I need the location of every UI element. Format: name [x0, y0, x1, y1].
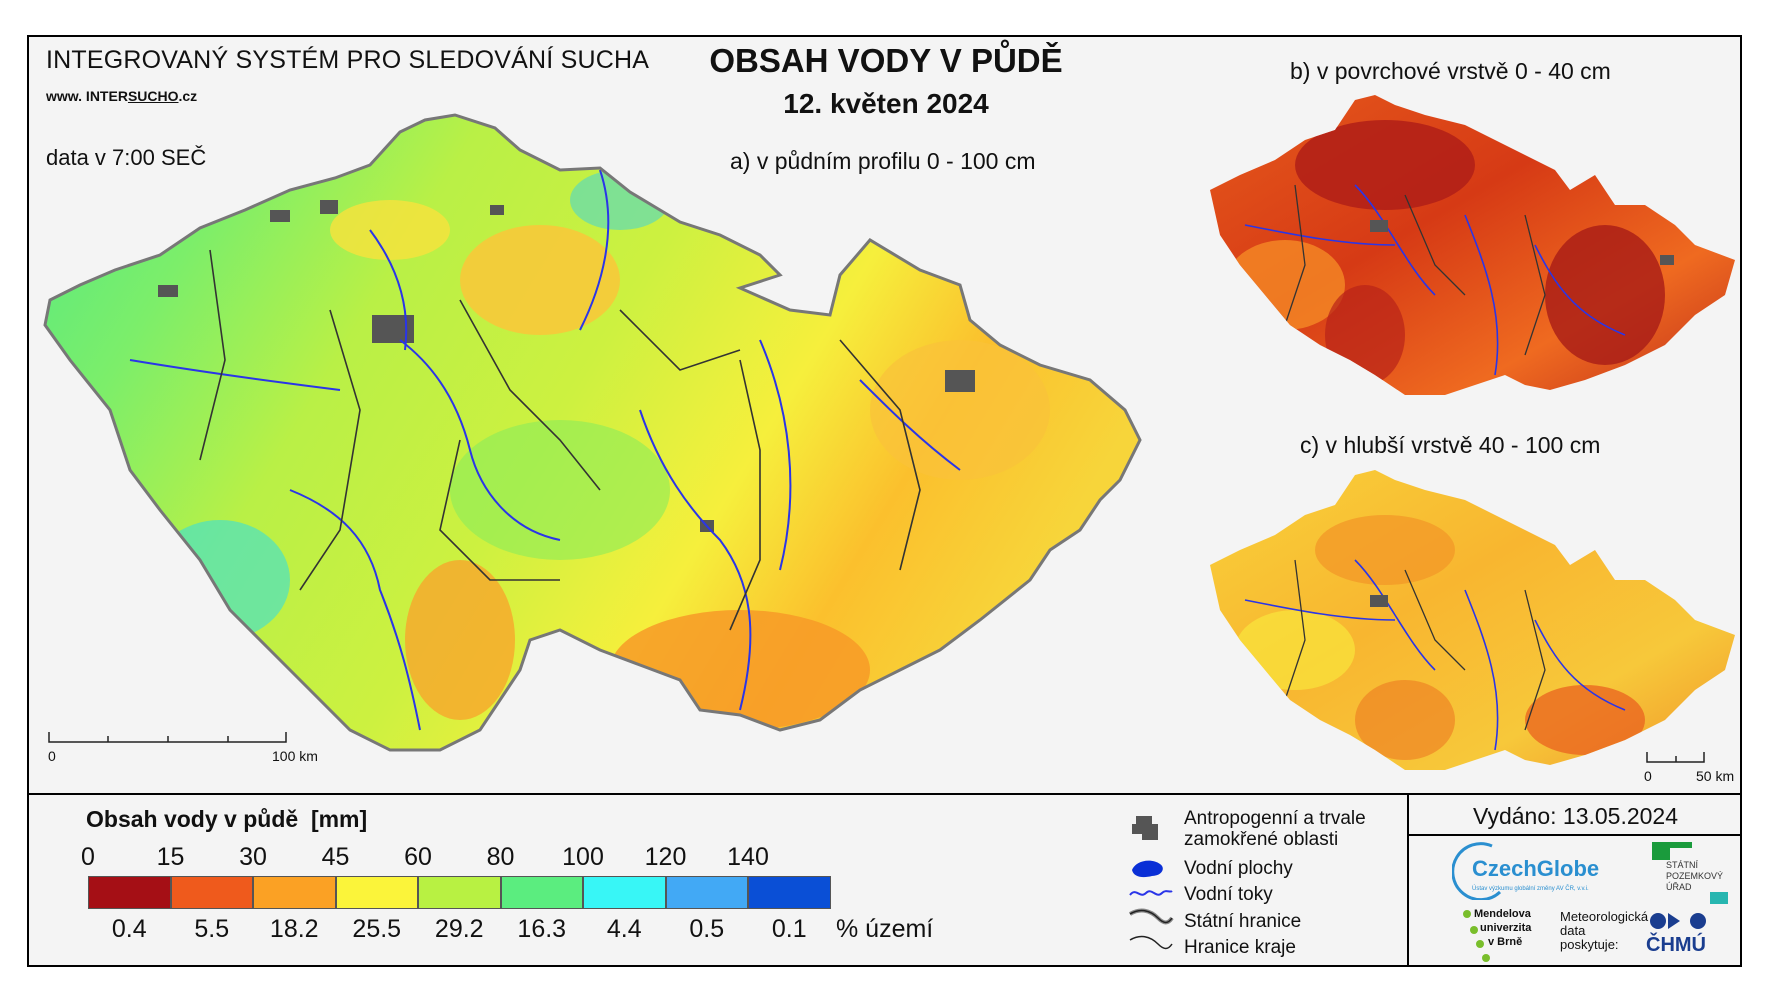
- mendel-dots-icon: [1463, 910, 1490, 962]
- scalebar-main-graphic: [48, 732, 287, 743]
- legend-swatch: [88, 876, 171, 909]
- scalebar-small-start: 0: [1644, 768, 1652, 784]
- scalebar-small-graphic: [1646, 752, 1705, 763]
- legend-share-unit: % území: [836, 915, 934, 943]
- water-body-icon: [1132, 860, 1163, 878]
- issued-divider: [1407, 834, 1742, 836]
- legend-swatch: [665, 876, 748, 909]
- legend-item-state-border: Státní hranice: [1184, 911, 1302, 932]
- spu-logo-bar-green: [1670, 842, 1692, 848]
- spu-line3: ÚŘAD: [1666, 882, 1692, 892]
- mendel-university-logo: Mendelova univerzita v Brně: [1462, 908, 1547, 964]
- page-title: OBSAH VODY V PŮDĚ: [709, 42, 1063, 79]
- map-a-label: a) v půdním profilu 0 - 100 cm: [730, 148, 1036, 174]
- issued-date: Vydáno: 13.05.2024: [1472, 803, 1679, 829]
- legend-share-value: 29.2: [434, 915, 484, 943]
- legend-tick: 0: [81, 843, 95, 871]
- map-b-surface-layer: [1210, 95, 1735, 395]
- czechglobe-name: CzechGlobe: [1472, 856, 1600, 881]
- website-url[interactable]: www. INTERSUCHO.cz: [46, 88, 197, 104]
- legend-swatch: [583, 876, 666, 909]
- legend-item-rivers: Vodní toky: [1184, 884, 1273, 905]
- spu-logo-mark-teal: [1710, 892, 1728, 904]
- legend-share-value: 16.3: [517, 915, 567, 943]
- legend-swatch: [500, 876, 583, 909]
- legend-tick: 140: [727, 843, 769, 871]
- url-brand: SUCHO: [127, 88, 179, 104]
- legend-tick: 100: [562, 843, 604, 871]
- legend-tick: 60: [404, 843, 432, 871]
- spu-logo-mark-green: [1652, 842, 1670, 860]
- czechglobe-logo: CzechGlobe Ústav výzkumu globální změny …: [1452, 842, 1627, 902]
- url-prefix: www. INTER: [46, 88, 128, 104]
- legend-tick: 30: [239, 843, 267, 871]
- spu-line2: POZEMKOVÝ: [1666, 871, 1724, 881]
- meteo-data-label: Meteorologická data poskytuje:: [1560, 910, 1648, 960]
- legend-item-region-border: Hranice kraje: [1184, 937, 1296, 958]
- chmu-logo-mark: [1650, 913, 1706, 929]
- chmu-name: ČHMÚ: [1646, 934, 1706, 956]
- mendel-line2: univerzita: [1480, 922, 1532, 934]
- czechglobe-logo-arc: [1452, 842, 1502, 900]
- mendel-line3: v Brně: [1488, 936, 1523, 948]
- meteo-line3: poskytuje:: [1560, 937, 1619, 952]
- spu-line1: STÁTNÍ: [1666, 860, 1699, 870]
- map-date: 12. květen 2024: [783, 88, 989, 119]
- meteo-line2: data: [1560, 923, 1586, 938]
- legend-title-text: Obsah vody v půdě: [86, 806, 299, 832]
- legend-share-value: 0.5: [689, 915, 725, 943]
- legend-share-value: 5.5: [194, 915, 230, 943]
- mendel-line1: Mendelova: [1474, 908, 1531, 920]
- spu-logo: STÁTNÍ POZEMKOVÝ ÚŘAD: [1652, 842, 1732, 912]
- legend-share-value: 0.1: [771, 915, 807, 943]
- legend-tick: 15: [156, 843, 185, 871]
- map-b-label: b) v povrchové vrstvě 0 - 40 cm: [1290, 58, 1611, 84]
- legend-divider: [27, 793, 1742, 795]
- legend-share-value: 4.4: [606, 915, 642, 943]
- system-title: INTEGROVANÝ SYSTÉM PRO SLEDOVÁNÍ SUCHA: [46, 46, 650, 74]
- legend-swatch: [335, 876, 418, 909]
- logos-divider: [1407, 793, 1409, 967]
- url-suffix: .cz: [178, 88, 198, 104]
- legend-item-urban: Antropogenní a trvale zamokřené oblasti: [1184, 808, 1366, 850]
- legend-share-value: 18.2: [269, 915, 319, 943]
- data-time-label: data v 7:00 SEČ: [46, 145, 207, 170]
- legend-swatch: [748, 876, 831, 909]
- region-border-icon: [1129, 935, 1173, 950]
- legend-tick: 120: [644, 843, 687, 871]
- map-c-deep-layer: [1210, 470, 1735, 770]
- legend-swatch: [253, 876, 336, 909]
- legend-tick: 80: [486, 843, 515, 871]
- urban-area-icon: [1132, 816, 1158, 840]
- scalebar-small-end: 50 km: [1696, 768, 1735, 784]
- map-a-whole-profile: [43, 113, 1142, 752]
- scalebar-main-start: 0: [48, 748, 56, 764]
- czechglobe-subtitle: Ústav výzkumu globální změny AV ČR, v.v.…: [1472, 886, 1589, 892]
- meteo-line1: Meteorologická: [1560, 909, 1649, 924]
- legend-share-value: 0.4: [111, 915, 147, 943]
- legend-tick: 45: [321, 843, 350, 871]
- chmu-logo: ČHMÚ: [1646, 910, 1736, 960]
- legend-swatch: [418, 876, 501, 909]
- map-c-label: c) v hlubší vrstvě 40 - 100 cm: [1300, 432, 1601, 458]
- scalebar-main-end: 100 km: [272, 748, 318, 764]
- legend-swatch: [170, 876, 253, 909]
- legend-share-value: 25.5: [352, 915, 402, 943]
- legend-title: Obsah vody v půdě [mm]: [86, 806, 367, 833]
- river-icon: [1129, 890, 1173, 896]
- legend-unit: [mm]: [310, 806, 368, 832]
- legend-item-water: Vodní plochy: [1184, 858, 1293, 879]
- state-border-icon: [1128, 908, 1174, 925]
